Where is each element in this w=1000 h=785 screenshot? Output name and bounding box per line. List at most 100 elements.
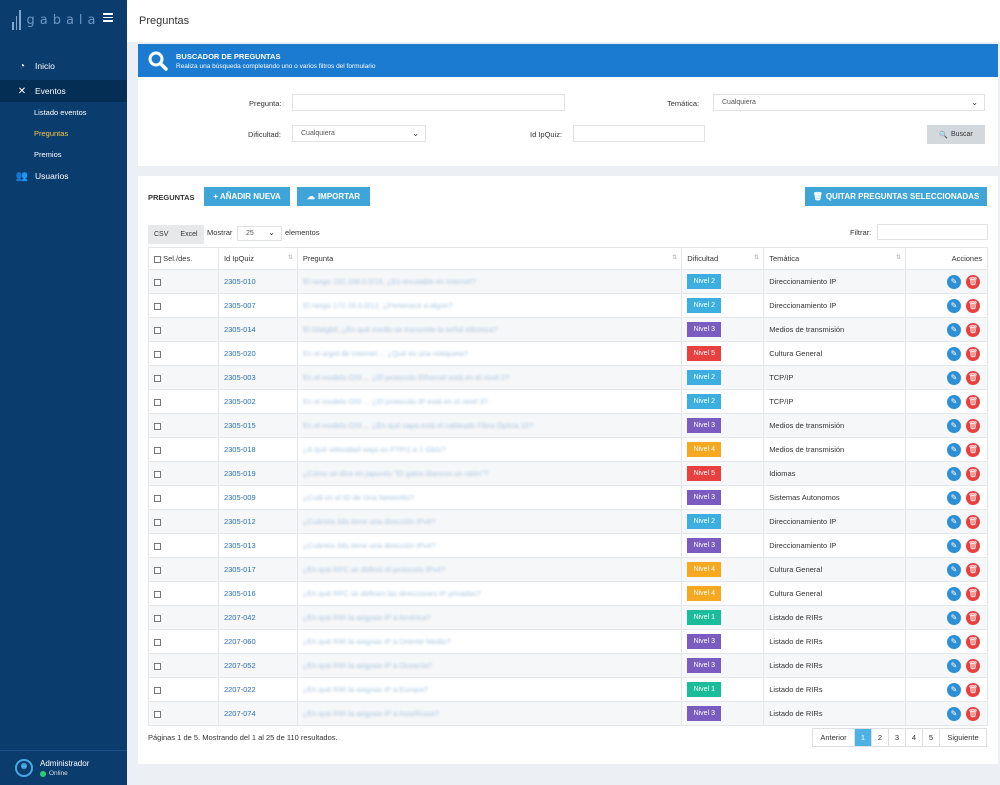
delete-icon[interactable]: 🗑 bbox=[966, 298, 980, 313]
row-checkbox[interactable] bbox=[154, 566, 161, 574]
row-id[interactable]: 2305-014 bbox=[217, 317, 298, 342]
filter-input[interactable] bbox=[877, 224, 988, 240]
delete-icon[interactable]: 🗑 bbox=[966, 610, 980, 625]
edit-icon[interactable]: ✎ bbox=[947, 682, 961, 697]
row-question[interactable]: El rango 172.16.0.0/12, ¿Pertenece a alg… bbox=[296, 293, 683, 318]
edit-icon[interactable]: ✎ bbox=[947, 706, 961, 721]
row-checkbox[interactable] bbox=[154, 638, 161, 646]
edit-icon[interactable]: ✎ bbox=[947, 370, 961, 385]
row-checkbox[interactable] bbox=[154, 374, 161, 382]
row-checkbox[interactable] bbox=[154, 614, 161, 622]
row-checkbox[interactable] bbox=[154, 686, 161, 694]
row-question[interactable]: ¿En qué RIR la asignas IP a Europa? bbox=[296, 677, 683, 702]
dificultad-select[interactable]: Cualquiera ⌄ bbox=[292, 125, 426, 142]
row-checkbox[interactable] bbox=[154, 350, 161, 358]
row-checkbox[interactable] bbox=[154, 398, 161, 406]
row-question[interactable]: ¿En qué RIR la asignas IP a Oriente Medi… bbox=[296, 629, 683, 654]
row-id[interactable]: 2305-017 bbox=[217, 557, 298, 582]
edit-icon[interactable]: ✎ bbox=[947, 490, 961, 505]
row-question[interactable]: ¿Cuál es el ID de Una Networks? bbox=[296, 485, 683, 510]
row-question[interactable]: ¿En qué RIR la asignas IP a Asia/Rusia? bbox=[296, 701, 683, 726]
row-question[interactable]: ¿En qué RIR la asignas IP a Oceanía? bbox=[296, 653, 683, 678]
page-2-button[interactable]: 2 bbox=[871, 729, 888, 746]
row-checkbox[interactable] bbox=[154, 422, 161, 430]
page-3-button[interactable]: 3 bbox=[888, 729, 905, 746]
edit-icon[interactable]: ✎ bbox=[947, 442, 961, 457]
edit-icon[interactable]: ✎ bbox=[947, 586, 961, 601]
edit-icon[interactable]: ✎ bbox=[947, 394, 961, 409]
delete-icon[interactable]: 🗑 bbox=[966, 538, 980, 553]
row-checkbox[interactable] bbox=[154, 302, 161, 310]
delete-icon[interactable]: 🗑 bbox=[966, 514, 980, 529]
edit-icon[interactable]: ✎ bbox=[947, 562, 961, 577]
row-id[interactable]: 2305-012 bbox=[217, 509, 298, 534]
edit-icon[interactable]: ✎ bbox=[947, 538, 961, 553]
col-id[interactable]: Id IpQuiz ⇅ bbox=[217, 247, 298, 270]
row-id[interactable]: 2207-042 bbox=[217, 605, 298, 630]
import-button[interactable]: ☁ IMPORTAR bbox=[297, 187, 370, 206]
page-size-select[interactable]: 25 ⌄ bbox=[237, 226, 282, 241]
row-checkbox[interactable] bbox=[154, 326, 161, 334]
sidebar-subitem-premios[interactable]: Premios bbox=[34, 150, 62, 159]
row-question[interactable]: En el argot de Internet ... ¿Qué es una … bbox=[296, 341, 683, 366]
row-question[interactable]: ¿Cuántos bits tiene una dirección IPv4? bbox=[296, 533, 683, 558]
idquiz-input[interactable] bbox=[573, 125, 705, 142]
edit-icon[interactable]: ✎ bbox=[947, 298, 961, 313]
row-id[interactable]: 2305-002 bbox=[217, 389, 298, 414]
row-question[interactable]: El Gbitgbit, ¿En qué medio se transmite … bbox=[296, 317, 683, 342]
row-checkbox[interactable] bbox=[154, 470, 161, 478]
page-5-button[interactable]: 5 bbox=[922, 729, 939, 746]
csv-button[interactable]: CSV bbox=[154, 231, 169, 238]
row-checkbox[interactable] bbox=[154, 710, 161, 718]
edit-icon[interactable]: ✎ bbox=[947, 418, 961, 433]
sidebar-item-eventos[interactable]: ✕ Eventos bbox=[0, 80, 127, 102]
delete-icon[interactable]: 🗑 bbox=[966, 706, 980, 721]
page-4-button[interactable]: 4 bbox=[905, 729, 922, 746]
select-all-checkbox[interactable] bbox=[154, 255, 161, 263]
sidebar-subitem-listado-eventos[interactable]: Listado eventos bbox=[34, 108, 87, 117]
delete-icon[interactable]: 🗑 bbox=[966, 346, 980, 361]
sidebar-item-usuarios[interactable]: 👥 Usuarios bbox=[0, 165, 127, 187]
row-question[interactable]: En el modelo OSI ... ¿El protocolo IP es… bbox=[296, 389, 683, 414]
prev-page-button[interactable]: Anterior bbox=[820, 733, 847, 742]
brand-logo[interactable]: gabala bbox=[12, 9, 101, 31]
delete-icon[interactable]: 🗑 bbox=[966, 322, 980, 337]
row-question[interactable]: ¿Cómo se dice en japonés "El gatos blanc… bbox=[296, 461, 683, 486]
pregunta-input[interactable] bbox=[292, 94, 565, 111]
row-checkbox[interactable] bbox=[154, 446, 161, 454]
edit-icon[interactable]: ✎ bbox=[947, 346, 961, 361]
row-id[interactable]: 2305-020 bbox=[217, 341, 298, 366]
row-checkbox[interactable] bbox=[154, 542, 161, 550]
edit-icon[interactable]: ✎ bbox=[947, 274, 961, 289]
row-question[interactable]: ¿En qué RFC se definió el protocolo IPv4… bbox=[296, 557, 683, 582]
delete-icon[interactable]: 🗑 bbox=[966, 634, 980, 649]
row-checkbox[interactable] bbox=[154, 662, 161, 670]
sidebar-item-inicio[interactable]: ◔ Inicio bbox=[0, 55, 127, 77]
row-id[interactable]: 2305-013 bbox=[217, 533, 298, 558]
row-question[interactable]: En el modelo OSI ... ¿En qué capa está e… bbox=[296, 413, 683, 438]
col-theme[interactable]: Temática ⇅ bbox=[763, 247, 907, 270]
row-id[interactable]: 2305-007 bbox=[217, 293, 298, 318]
row-id[interactable]: 2305-009 bbox=[217, 485, 298, 510]
row-question[interactable]: El rango 192.168.0.0/16, ¿Es enrutable e… bbox=[296, 269, 683, 294]
row-checkbox[interactable] bbox=[154, 518, 161, 526]
row-checkbox[interactable] bbox=[154, 590, 161, 598]
remove-selected-button[interactable]: 🗑 QUITAR PREGUNTAS SELECCIONADAS bbox=[805, 187, 987, 206]
tematica-select[interactable]: Cualquiera ⌄ bbox=[713, 94, 985, 111]
row-checkbox[interactable] bbox=[154, 278, 161, 286]
row-id[interactable]: 2207-052 bbox=[217, 653, 298, 678]
row-id[interactable]: 2207-060 bbox=[217, 629, 298, 654]
row-id[interactable]: 2207-074 bbox=[217, 701, 298, 726]
row-id[interactable]: 2305-003 bbox=[217, 365, 298, 390]
edit-icon[interactable]: ✎ bbox=[947, 466, 961, 481]
edit-icon[interactable]: ✎ bbox=[947, 658, 961, 673]
next-page-button[interactable]: Siguiente bbox=[939, 729, 986, 746]
add-new-button[interactable]: + AÑADIR NUEVA bbox=[204, 187, 290, 206]
edit-icon[interactable]: ✎ bbox=[947, 514, 961, 529]
delete-icon[interactable]: 🗑 bbox=[966, 274, 980, 289]
row-id[interactable]: 2305-015 bbox=[217, 413, 298, 438]
row-id[interactable]: 2305-018 bbox=[217, 437, 298, 462]
delete-icon[interactable]: 🗑 bbox=[966, 490, 980, 505]
user-panel[interactable]: Administrador Online bbox=[0, 750, 127, 785]
edit-icon[interactable]: ✎ bbox=[947, 322, 961, 337]
